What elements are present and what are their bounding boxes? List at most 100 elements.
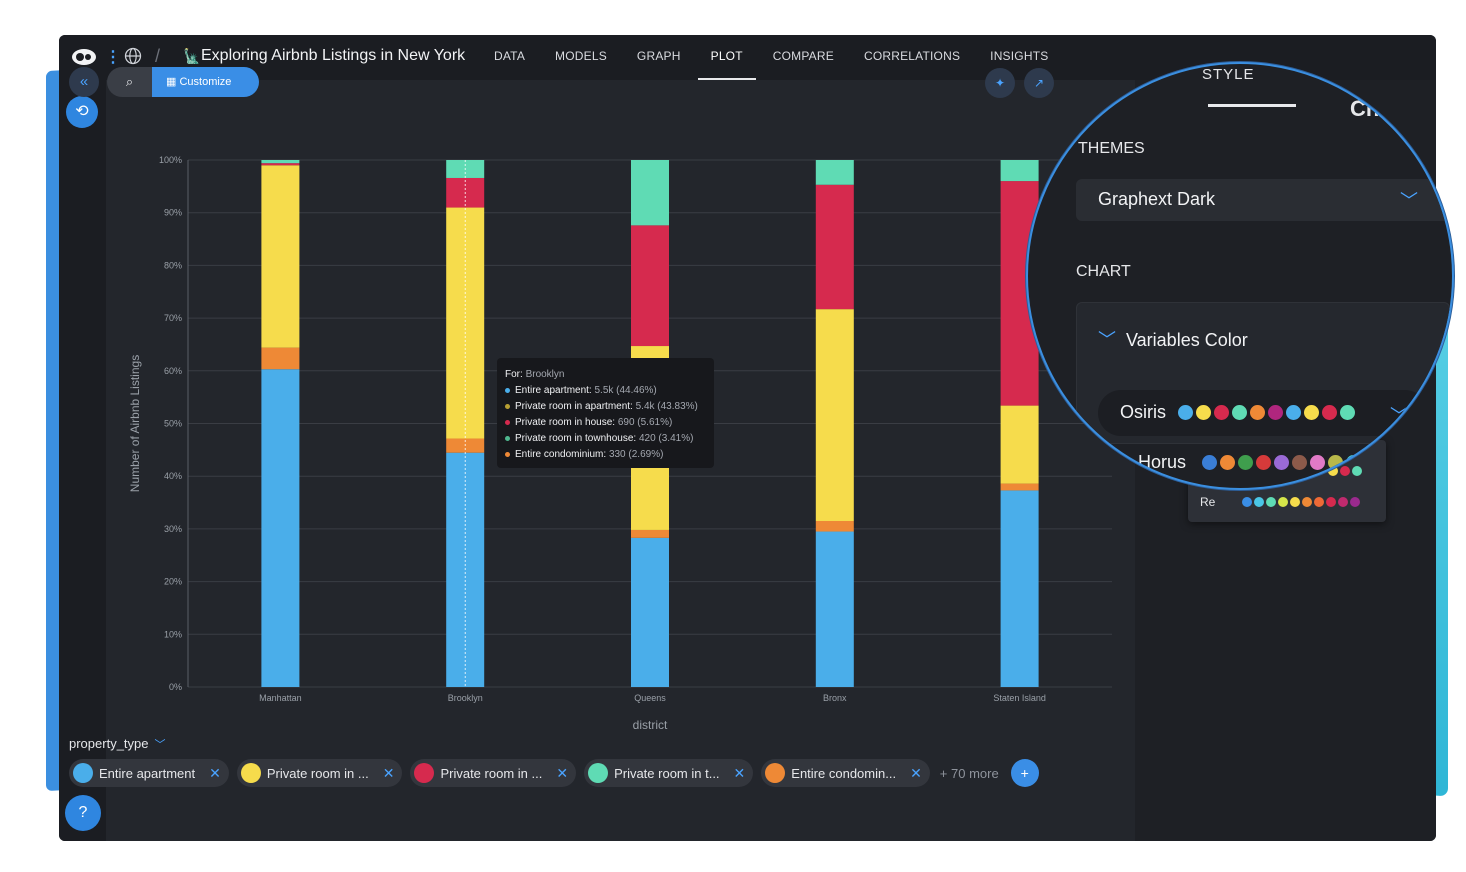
active-tab-indicator (1208, 104, 1296, 107)
y-tick-label: 0% (169, 682, 182, 692)
y-tick-label: 40% (164, 471, 182, 481)
bar-segment (631, 160, 669, 226)
palette-select-value: Osiris (1120, 402, 1166, 422)
bar-segment (631, 225, 669, 347)
legend-chip[interactable]: Entire condomin... ✕ (761, 759, 930, 787)
color-swatch (1314, 497, 1324, 507)
add-category-button[interactable]: + (1010, 759, 1039, 787)
globe-icon[interactable] (124, 47, 142, 65)
remove-icon[interactable]: ✕ (209, 764, 221, 781)
palette-option-label[interactable]: Horus (1138, 452, 1187, 472)
y-tick-label: 60% (164, 366, 182, 376)
remove-icon[interactable]: ✕ (733, 764, 746, 781)
project-icon: 🗽 (183, 48, 201, 64)
color-swatch (1304, 405, 1319, 420)
y-tick-label: 90% (164, 208, 182, 218)
bar-segment (261, 163, 300, 166)
themes-label: THEMES (1078, 140, 1145, 157)
y-tick-label: 100% (159, 155, 182, 165)
color-swatch (240, 763, 261, 783)
color-swatch (1310, 455, 1325, 470)
color-swatch (1196, 405, 1211, 420)
legend-chip[interactable]: Private room in ... ✕ (410, 759, 577, 787)
tooltip-row-value: 330 (2.69%) (608, 449, 664, 460)
theme-select[interactable]: Graphext Dark ﹀ (1076, 179, 1452, 221)
color-swatch (1286, 405, 1301, 420)
tab-correlations[interactable]: CORRELATIONS (863, 49, 961, 63)
bar-segment (631, 529, 669, 538)
tab-plot[interactable]: PLOT (696, 35, 758, 80)
more-menu-icon[interactable]: ⋮ (105, 49, 121, 66)
tab-data[interactable]: DATA (494, 49, 526, 63)
remove-icon[interactable]: ✕ (556, 764, 569, 781)
variables-color-toggle[interactable]: ﹀ Variables Color (1098, 326, 1248, 352)
tab-style[interactable]: STYLE (1202, 66, 1255, 83)
chevron-down-icon: ﹀ (1400, 191, 1418, 211)
chart-section-label: CHART (1076, 263, 1131, 280)
help-icon[interactable]: ? (65, 795, 101, 831)
color-swatch (1238, 455, 1253, 470)
color-swatch (1302, 497, 1312, 507)
palette-option-swatches (1242, 497, 1362, 507)
tooltip-for-label: For: (505, 369, 523, 380)
color-swatch (1292, 455, 1307, 470)
legend-chip[interactable]: Private room in ... ✕ (236, 759, 403, 787)
bar-segment (1000, 405, 1039, 484)
x-tick-label: Brooklyn (448, 693, 483, 703)
color-swatch (1338, 497, 1348, 507)
palette-select[interactable]: Osiris ﹀ (1098, 390, 1428, 436)
refresh-icon[interactable]: ⟲ (66, 96, 98, 128)
color-swatch (1328, 455, 1343, 470)
bar-segment (261, 165, 300, 348)
tooltip-row: Private room in apartment: 5.4k (43.83%) (505, 399, 706, 415)
panel-heading: Chart (1350, 96, 1408, 121)
color-swatch (1268, 405, 1283, 420)
color-swatch (1346, 455, 1361, 470)
y-tick-label: 70% (164, 313, 182, 323)
legend-variable-selector[interactable]: property_type ﹀ (69, 736, 166, 752)
color-swatch (1290, 497, 1300, 507)
collapse-panel-button[interactable]: « (69, 67, 99, 97)
legend-chip[interactable]: Private room in t... ✕ (584, 759, 754, 787)
bar-segment (815, 309, 854, 521)
tab-graph[interactable]: GRAPH (636, 49, 681, 63)
bar-segment (261, 160, 300, 164)
bar-segment (815, 531, 854, 687)
color-swatch (1254, 497, 1264, 507)
legend-chip[interactable]: Entire apartment ✕ (69, 759, 229, 787)
chevron-down-icon: ﹀ (1390, 406, 1408, 426)
series-color-dot (505, 403, 510, 409)
tooltip-row-label: Entire apartment: (515, 385, 595, 396)
color-swatch (73, 763, 93, 783)
remove-icon[interactable]: ✕ (382, 764, 395, 781)
bar-segment (815, 520, 854, 532)
share-icon[interactable]: ↗ (1024, 68, 1054, 98)
color-swatch (1242, 497, 1252, 507)
left-rail: ⟲ ? (59, 80, 106, 841)
project-title[interactable]: Exploring Airbnb Listings in New York (201, 47, 466, 64)
tooltip-row-value: 690 (5.61%) (617, 417, 673, 428)
legend-chip-label: Entire apartment (99, 765, 196, 781)
palette-option-label[interactable]: Re (1200, 495, 1216, 509)
tooltip-row: Private room in townhouse: 420 (3.41%) (505, 431, 706, 447)
graphext-logo-icon[interactable] (71, 47, 97, 67)
y-tick-label: 30% (164, 524, 182, 534)
tab-insights[interactable]: INSIGHTS (990, 49, 1049, 63)
y-axis-label: Number of Airbnb Listings (128, 355, 142, 492)
tooltip-rows: Entire apartment: 5.5k (44.46%) Private r… (505, 383, 706, 463)
explore-view-button[interactable]: ⌕ (107, 67, 152, 97)
customize-button[interactable]: ▦ Customize (152, 67, 259, 97)
remove-icon[interactable]: ✕ (910, 764, 922, 781)
more-categories-link[interactable]: + 70 more (939, 765, 999, 781)
series-color-dot (505, 435, 510, 441)
tooltip-row-label: Private room in apartment: (515, 401, 636, 412)
color-swatch (1326, 497, 1336, 507)
x-tick-label: Queens (634, 693, 666, 703)
tab-models[interactable]: MODELS (555, 49, 607, 63)
color-swatch (1340, 466, 1350, 476)
magic-wand-icon[interactable]: ✦ (985, 68, 1015, 98)
tooltip-for-value: Brooklyn (525, 369, 565, 380)
tab-compare[interactable]: COMPARE (772, 49, 834, 63)
variables-color-label: Variables Color (1126, 330, 1248, 350)
legend-chip-label: Private room in ... (440, 765, 543, 781)
